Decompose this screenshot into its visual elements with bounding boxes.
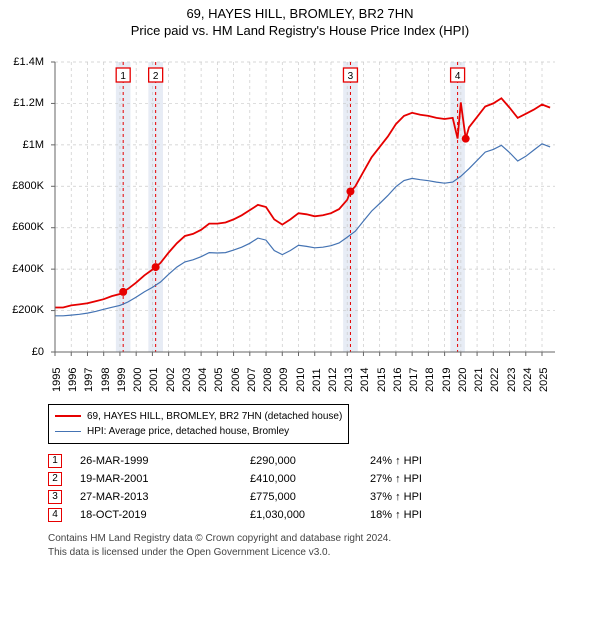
xtick-label: 2019	[441, 367, 453, 391]
price-marker	[462, 134, 470, 142]
legend-label: 69, HAYES HILL, BROMLEY, BR2 7HN (detach…	[87, 409, 342, 424]
event-number-label: 3	[348, 71, 354, 82]
event-num-box: 2	[48, 472, 62, 486]
legend-row: 69, HAYES HILL, BROMLEY, BR2 7HN (detach…	[55, 409, 342, 424]
title-address: 69, HAYES HILL, BROMLEY, BR2 7HN	[0, 6, 600, 23]
chart-svg: 1 2 3 4	[0, 48, 560, 398]
footer-line2: This data is licensed under the Open Gov…	[48, 546, 600, 560]
xtick-label: 2005	[213, 367, 225, 391]
attribution-footer: Contains HM Land Registry data © Crown c…	[48, 532, 600, 560]
xtick-label: 1998	[100, 367, 112, 391]
event-number-label: 4	[455, 71, 461, 82]
xtick-label: 2009	[278, 367, 290, 391]
event-num-box: 4	[48, 508, 62, 522]
event-date: 27-MAR-2013	[80, 491, 250, 503]
xtick-label: 2018	[424, 367, 436, 391]
ytick-label: £200K	[12, 304, 44, 316]
event-diff: 37% ↑ HPI	[370, 491, 422, 503]
title-subtitle: Price paid vs. HM Land Registry's House …	[0, 23, 600, 40]
ytick-label: £400K	[12, 263, 44, 275]
ytick-label: £1M	[23, 139, 44, 151]
xtick-label: 2016	[392, 367, 404, 391]
legend-row: HPI: Average price, detached house, Brom…	[55, 424, 342, 439]
event-price: £410,000	[250, 473, 370, 485]
ytick-label: £800K	[12, 180, 44, 192]
xtick-label: 2007	[246, 367, 258, 391]
event-diff: 24% ↑ HPI	[370, 455, 422, 467]
xtick-label: 2023	[506, 367, 518, 391]
footer-line1: Contains HM Land Registry data © Crown c…	[48, 532, 600, 546]
xtick-label: 2012	[327, 367, 339, 391]
price-marker	[346, 187, 354, 195]
event-num-box: 1	[48, 454, 62, 468]
event-row: 4 18-OCT-2019 £1,030,000 18% ↑ HPI	[48, 508, 600, 522]
chart-titles: 69, HAYES HILL, BROMLEY, BR2 7HN Price p…	[0, 0, 600, 40]
event-date: 26-MAR-1999	[80, 455, 250, 467]
event-number-label: 1	[120, 71, 126, 82]
events-table: 1 26-MAR-1999 £290,000 24% ↑ HPI 2 19-MA…	[48, 454, 600, 522]
legend-label: HPI: Average price, detached house, Brom…	[87, 424, 289, 439]
xtick-label: 2001	[148, 367, 160, 391]
legend: 69, HAYES HILL, BROMLEY, BR2 7HN (detach…	[48, 404, 349, 444]
event-number-label: 2	[153, 71, 159, 82]
event-price: £775,000	[250, 491, 370, 503]
xtick-label: 2024	[522, 367, 534, 391]
xtick-label: 2020	[457, 367, 469, 391]
event-date: 18-OCT-2019	[80, 509, 250, 521]
xtick-label: 2013	[343, 367, 355, 391]
xtick-label: 1995	[51, 367, 63, 391]
chart-plot-area: 1234£0£200K£400K£600K£800K£1M£1.2M£1.4M1…	[0, 48, 560, 398]
event-row: 3 27-MAR-2013 £775,000 37% ↑ HPI	[48, 490, 600, 504]
event-num-box: 3	[48, 490, 62, 504]
event-diff: 27% ↑ HPI	[370, 473, 422, 485]
xtick-label: 2014	[359, 367, 371, 391]
ytick-label: £0	[32, 346, 44, 358]
event-row: 2 19-MAR-2001 £410,000 27% ↑ HPI	[48, 472, 600, 486]
xtick-label: 1999	[116, 367, 128, 391]
xtick-label: 1997	[83, 367, 95, 391]
price-marker	[152, 263, 160, 271]
xtick-label: 2002	[165, 367, 177, 391]
ytick-label: £1.2M	[13, 97, 44, 109]
xtick-label: 2008	[262, 367, 274, 391]
xtick-label: 1996	[67, 367, 79, 391]
price-marker	[119, 288, 127, 296]
xtick-label: 2006	[230, 367, 242, 391]
legend-swatch	[55, 415, 81, 417]
xtick-label: 2017	[408, 367, 420, 391]
xtick-label: 2021	[473, 367, 485, 391]
legend-swatch	[55, 431, 81, 432]
xtick-label: 2025	[538, 367, 550, 391]
event-price: £290,000	[250, 455, 370, 467]
event-date: 19-MAR-2001	[80, 473, 250, 485]
xtick-label: 2003	[181, 367, 193, 391]
ytick-label: £1.4M	[13, 56, 44, 68]
xtick-label: 2010	[295, 367, 307, 391]
event-price: £1,030,000	[250, 509, 370, 521]
xtick-label: 2015	[376, 367, 388, 391]
event-diff: 18% ↑ HPI	[370, 509, 422, 521]
xtick-label: 2011	[311, 368, 323, 392]
event-row: 1 26-MAR-1999 £290,000 24% ↑ HPI	[48, 454, 600, 468]
ytick-label: £600K	[12, 221, 44, 233]
xtick-label: 2022	[489, 367, 501, 391]
xtick-label: 2000	[132, 367, 144, 391]
xtick-label: 2004	[197, 367, 209, 391]
